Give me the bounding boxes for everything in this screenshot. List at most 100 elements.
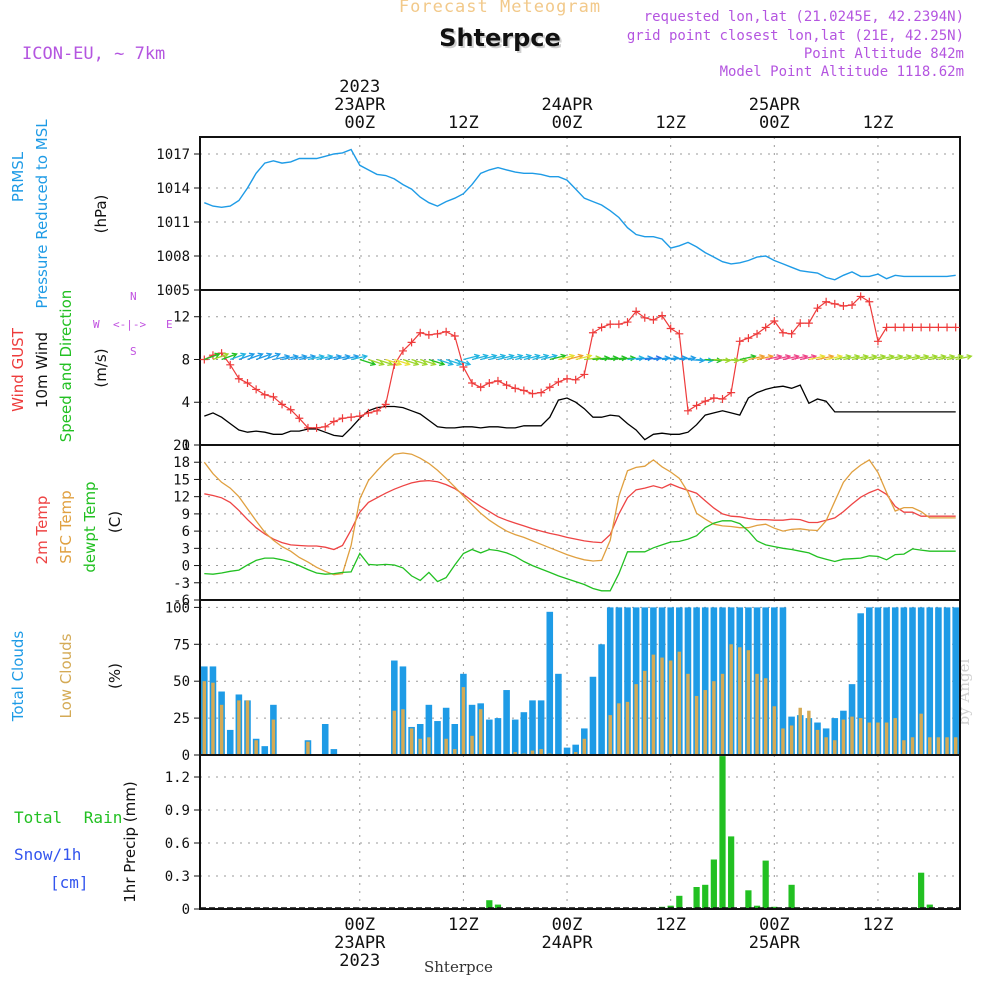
wind-arrow [869,355,886,361]
gridpoint-coords: grid point closest lon,lat (21E, 42.25N) [626,28,964,44]
gust-point [822,297,831,306]
y-tick-label: 6 [182,524,190,540]
cloud-low-bar [608,715,612,754]
wind-arrow [489,354,506,361]
top-hour-label: 12Z [655,113,686,133]
cloud-total-bar [546,611,554,754]
bottom-date-label: 24APR [541,933,593,953]
cloud-low-bar [772,706,777,754]
gust-point [675,329,684,338]
cloud-low-bar [703,690,707,754]
cloud-low-bar [789,725,794,754]
cloud-total-bar [589,676,597,754]
wind-arrow [290,355,307,361]
gust-point [718,395,727,404]
wind-arrow [592,357,609,361]
y-tick-label: 1017 [156,147,190,163]
wind-arrow [325,355,342,361]
cloud-total-bar [572,744,579,754]
bottom-year-label: 2023 [339,951,380,971]
panel-frame [199,754,961,910]
bottom-hour-label: 12Z [448,915,479,935]
y-tick-label: 50 [173,674,190,690]
compass-east: E [166,318,173,331]
cloud-total-bar [598,644,605,754]
top-hour-label: 12Z [448,113,479,133]
panel-frame [199,289,961,446]
wind-arrow-head [966,354,973,360]
wind-arrow [445,358,462,366]
cloud-low-bar [694,695,699,754]
y-tick-label: 100 [165,600,190,616]
rain-bar [788,884,795,908]
y-tick-label: 0 [182,902,190,918]
cloud-total-bar [537,700,545,754]
gust-point [234,374,243,383]
gust-point [468,379,477,387]
gust-point [243,379,252,387]
cloud-low-bar [884,722,889,754]
gust-point [476,383,485,392]
cloud-total-bar [779,607,787,754]
cloud-low-bar [237,700,241,754]
wind-arrow [351,355,367,361]
gust-point [329,417,338,426]
compass-arrow: <-|-> [113,318,147,331]
gust-point [701,397,710,406]
cloud-low-bar [841,719,846,754]
wind-arrow [731,358,748,362]
cloud-low-bar [798,707,802,754]
cloud-total-bar [425,704,433,754]
wind-arrow [230,353,246,361]
cloud-low-bar [936,737,941,754]
top-hour-label: 00Z [552,113,583,133]
y-tick-label: 0.3 [165,869,190,885]
wind-arrow [748,355,765,361]
wind-arrow [826,355,842,361]
gust-point [848,300,857,309]
wind-arrow [843,355,860,361]
y-tick-label: -6 [173,593,190,609]
cloud-low-bar [850,716,854,754]
temp-dewpt-series-line [204,520,956,592]
wind-arrow [886,355,903,361]
wind-arrow [679,357,696,361]
wind-arrow-head [621,355,628,362]
cloud-low-bar [763,678,768,754]
cloud-low-bar [928,737,932,754]
wind-arrow [774,355,791,361]
wind-arrow [584,357,601,361]
rain-bar [918,872,925,908]
y-tick-label: 18 [173,455,190,471]
cloud-total-bar [900,607,908,754]
cloud-low-bar [634,684,638,754]
wind-arrow-head [647,355,654,362]
gust-point [398,346,407,355]
cloud-total-bar [615,607,623,754]
y-tick-label: 75 [173,637,190,653]
gust-point [891,323,900,332]
compass-north: N [130,290,137,303]
point-altitude: Point Altitude 842m [803,46,964,62]
snow-label: Snow/1h [14,845,82,864]
cloud-low-bar [755,673,759,754]
cloud-low-bar [867,722,872,754]
gust-point [252,385,261,394]
top-hour-label: 12Z [863,113,894,133]
wind-arrow-head [369,360,377,366]
gust-series-line [204,295,956,429]
wind-arrow-head [638,355,645,362]
top-year-label: 2023 [339,77,380,97]
bottom-date-label: 23APR [334,933,386,953]
gust-point [338,414,347,423]
wind-arrow-head [464,360,472,366]
gust-point [796,319,805,328]
gust-point [588,328,597,337]
gust-point [286,405,295,414]
cloud-low-bar [953,737,958,754]
cloud-low-bar [453,749,457,754]
cloud-total-bar [330,749,338,754]
gust-point [450,331,459,340]
cloud-total-bar [434,721,441,754]
pressure-group [204,148,956,281]
